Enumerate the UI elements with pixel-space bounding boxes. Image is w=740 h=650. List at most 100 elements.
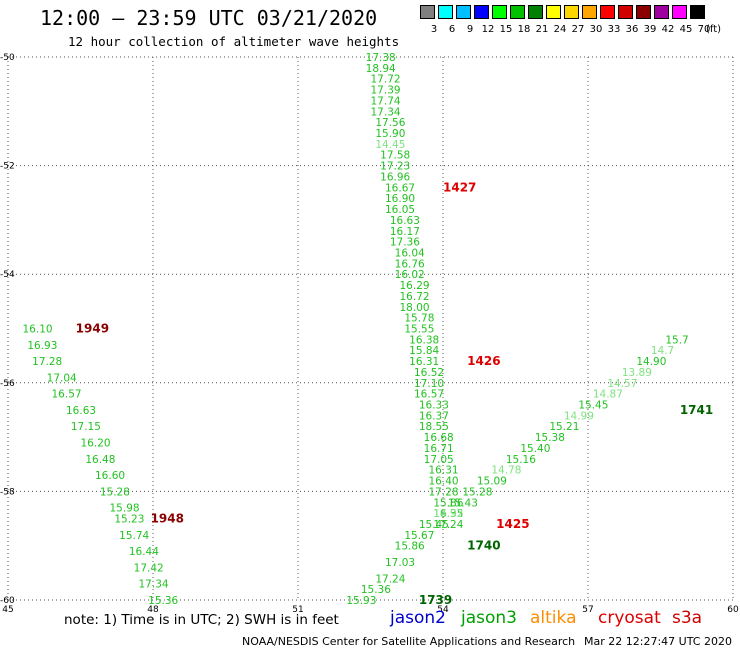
wave-height-label: 15.78 xyxy=(404,313,434,325)
wave-height-label: 15.09 xyxy=(477,476,507,488)
pass-time-label: 1426 xyxy=(467,354,500,368)
color-swatch xyxy=(420,5,435,19)
color-swatch-label: 9 xyxy=(466,24,474,35)
color-swatch xyxy=(564,5,579,19)
wave-height-label: 16.67 xyxy=(385,182,415,194)
color-swatch xyxy=(456,5,471,19)
color-swatch-label: 6 xyxy=(448,24,456,35)
wave-height-label: 15.40 xyxy=(520,443,550,455)
satellite-label-altika: altika xyxy=(530,608,577,628)
x-tick-label: 60 xyxy=(727,605,739,615)
wave-height-label: 14.87 xyxy=(593,389,623,401)
wave-height-label: 16.63 xyxy=(66,405,96,417)
wave-height-label: 16.68 xyxy=(424,432,454,444)
wave-height-label: 15.43 xyxy=(448,497,478,509)
y-tick-label: -58 xyxy=(0,487,15,497)
color-swatch-label: 15 xyxy=(499,24,513,35)
x-tick-label: 48 xyxy=(147,605,159,615)
wave-height-label: 16.96 xyxy=(380,171,410,183)
wave-height-label: 13.89 xyxy=(622,367,652,379)
wave-height-label: 16.57 xyxy=(414,389,444,401)
color-swatch xyxy=(672,5,687,19)
color-swatch-label: 3 xyxy=(430,24,438,35)
wave-height-label: 17.38 xyxy=(366,52,396,64)
wave-height-label: 17.42 xyxy=(134,562,164,574)
wave-height-label: 15.36 xyxy=(361,584,391,596)
color-swatch-label: 45 xyxy=(679,24,693,35)
wave-height-label: 17.56 xyxy=(375,117,405,129)
wave-height-label: 18.55 xyxy=(419,421,449,433)
wave-height-label: 15.74 xyxy=(119,530,149,542)
wave-height-label: 16.04 xyxy=(395,247,425,259)
wave-height-label: 16.60 xyxy=(95,470,125,482)
color-swatch-label: 30 xyxy=(589,24,603,35)
color-swatch-label: 24 xyxy=(553,24,567,35)
wave-height-label: 17.24 xyxy=(375,573,405,585)
wave-height-label: 15.98 xyxy=(110,503,140,515)
pass-time-label: 1739 xyxy=(419,593,452,607)
wave-height-label: 14.7 xyxy=(651,345,674,357)
wave-height-label: 17.28 xyxy=(429,486,459,498)
wave-height-label: 15.55 xyxy=(404,324,434,336)
x-tick-label: 54 xyxy=(437,605,449,615)
satellite-label-s3a: s3a xyxy=(672,608,703,628)
wave-height-label: 14.92 xyxy=(433,508,463,520)
wave-height-label: 16.37 xyxy=(419,410,449,422)
wave-height-label: 16.31 xyxy=(429,465,459,477)
wave-height-label: 16.72 xyxy=(400,291,430,303)
chart-subtitle: 12 hour collection of altimeter wave hei… xyxy=(68,34,400,49)
wave-height-label: 16.20 xyxy=(81,438,111,450)
wave-height-label: 15.86 xyxy=(395,541,425,553)
color-swatch xyxy=(618,5,633,19)
wave-height-label: 15.7 xyxy=(665,334,688,346)
satellite-label-jason3: jason3 xyxy=(461,608,517,628)
wave-height-label: 15.28 xyxy=(100,486,130,498)
pass-time-label: 1425 xyxy=(496,517,529,531)
wave-height-label: 14.78 xyxy=(491,465,521,477)
wave-height-label: 15.36 xyxy=(148,595,178,607)
color-swatch xyxy=(438,5,453,19)
footnote: note: 1) Time is in UTC; 2) SWH is in fe… xyxy=(64,612,339,628)
wave-height-label: 16.35 xyxy=(433,508,463,520)
wave-height-label: 15.16 xyxy=(506,454,536,466)
credit-line: NOAA/NESDIS Center for Satellite Applica… xyxy=(242,635,576,648)
wave-height-label: 16.29 xyxy=(400,280,430,292)
y-tick-label: -50 xyxy=(0,53,15,63)
pass-time-label: 1740 xyxy=(467,539,500,553)
wave-height-label: 16.33 xyxy=(419,400,449,412)
x-tick-label: 57 xyxy=(582,605,593,615)
pass-time-label: 1427 xyxy=(443,180,476,194)
wave-height-label: 17.10 xyxy=(414,378,444,390)
color-swatch xyxy=(636,5,651,19)
wave-height-label: 15.67 xyxy=(404,530,434,542)
chart-title: 12:00 – 23:59 UTC 03/21/2020 xyxy=(40,6,378,30)
wave-height-label: 18.00 xyxy=(400,302,430,314)
wave-height-label: 17.72 xyxy=(371,74,401,86)
wave-height-label: 16.31 xyxy=(409,356,439,368)
pass-time-label: 1948 xyxy=(151,512,184,526)
wave-height-label: 15.86 xyxy=(433,497,463,509)
wave-height-label: 16.44 xyxy=(129,546,159,558)
wave-height-label: 17.28 xyxy=(32,356,62,368)
wave-height-label: 16.63 xyxy=(390,215,420,227)
wave-height-label: 15.28 xyxy=(462,486,492,498)
wave-height-label: 15.21 xyxy=(549,421,579,433)
x-tick-label: 45 xyxy=(2,605,13,615)
pass-time-label: 1741 xyxy=(680,403,713,417)
wave-height-label: 16.17 xyxy=(390,226,420,238)
wave-height-label: 15.84 xyxy=(409,345,439,357)
color-swatch xyxy=(510,5,525,19)
wave-height-label: 17.34 xyxy=(139,579,169,591)
color-swatch-label: 33 xyxy=(607,24,621,35)
wave-height-label: 16.76 xyxy=(395,258,425,270)
color-swatch xyxy=(492,5,507,19)
wave-height-label: 17.03 xyxy=(385,557,415,569)
satellite-label-jason2: jason2 xyxy=(390,608,446,628)
wave-height-label: 15.45 xyxy=(419,519,449,531)
y-tick-label: -60 xyxy=(0,596,15,606)
color-swatch-label: 18 xyxy=(517,24,531,35)
wave-height-label: 17.74 xyxy=(371,95,401,107)
color-swatch xyxy=(474,5,489,19)
wave-height-label: 17.15 xyxy=(71,421,101,433)
